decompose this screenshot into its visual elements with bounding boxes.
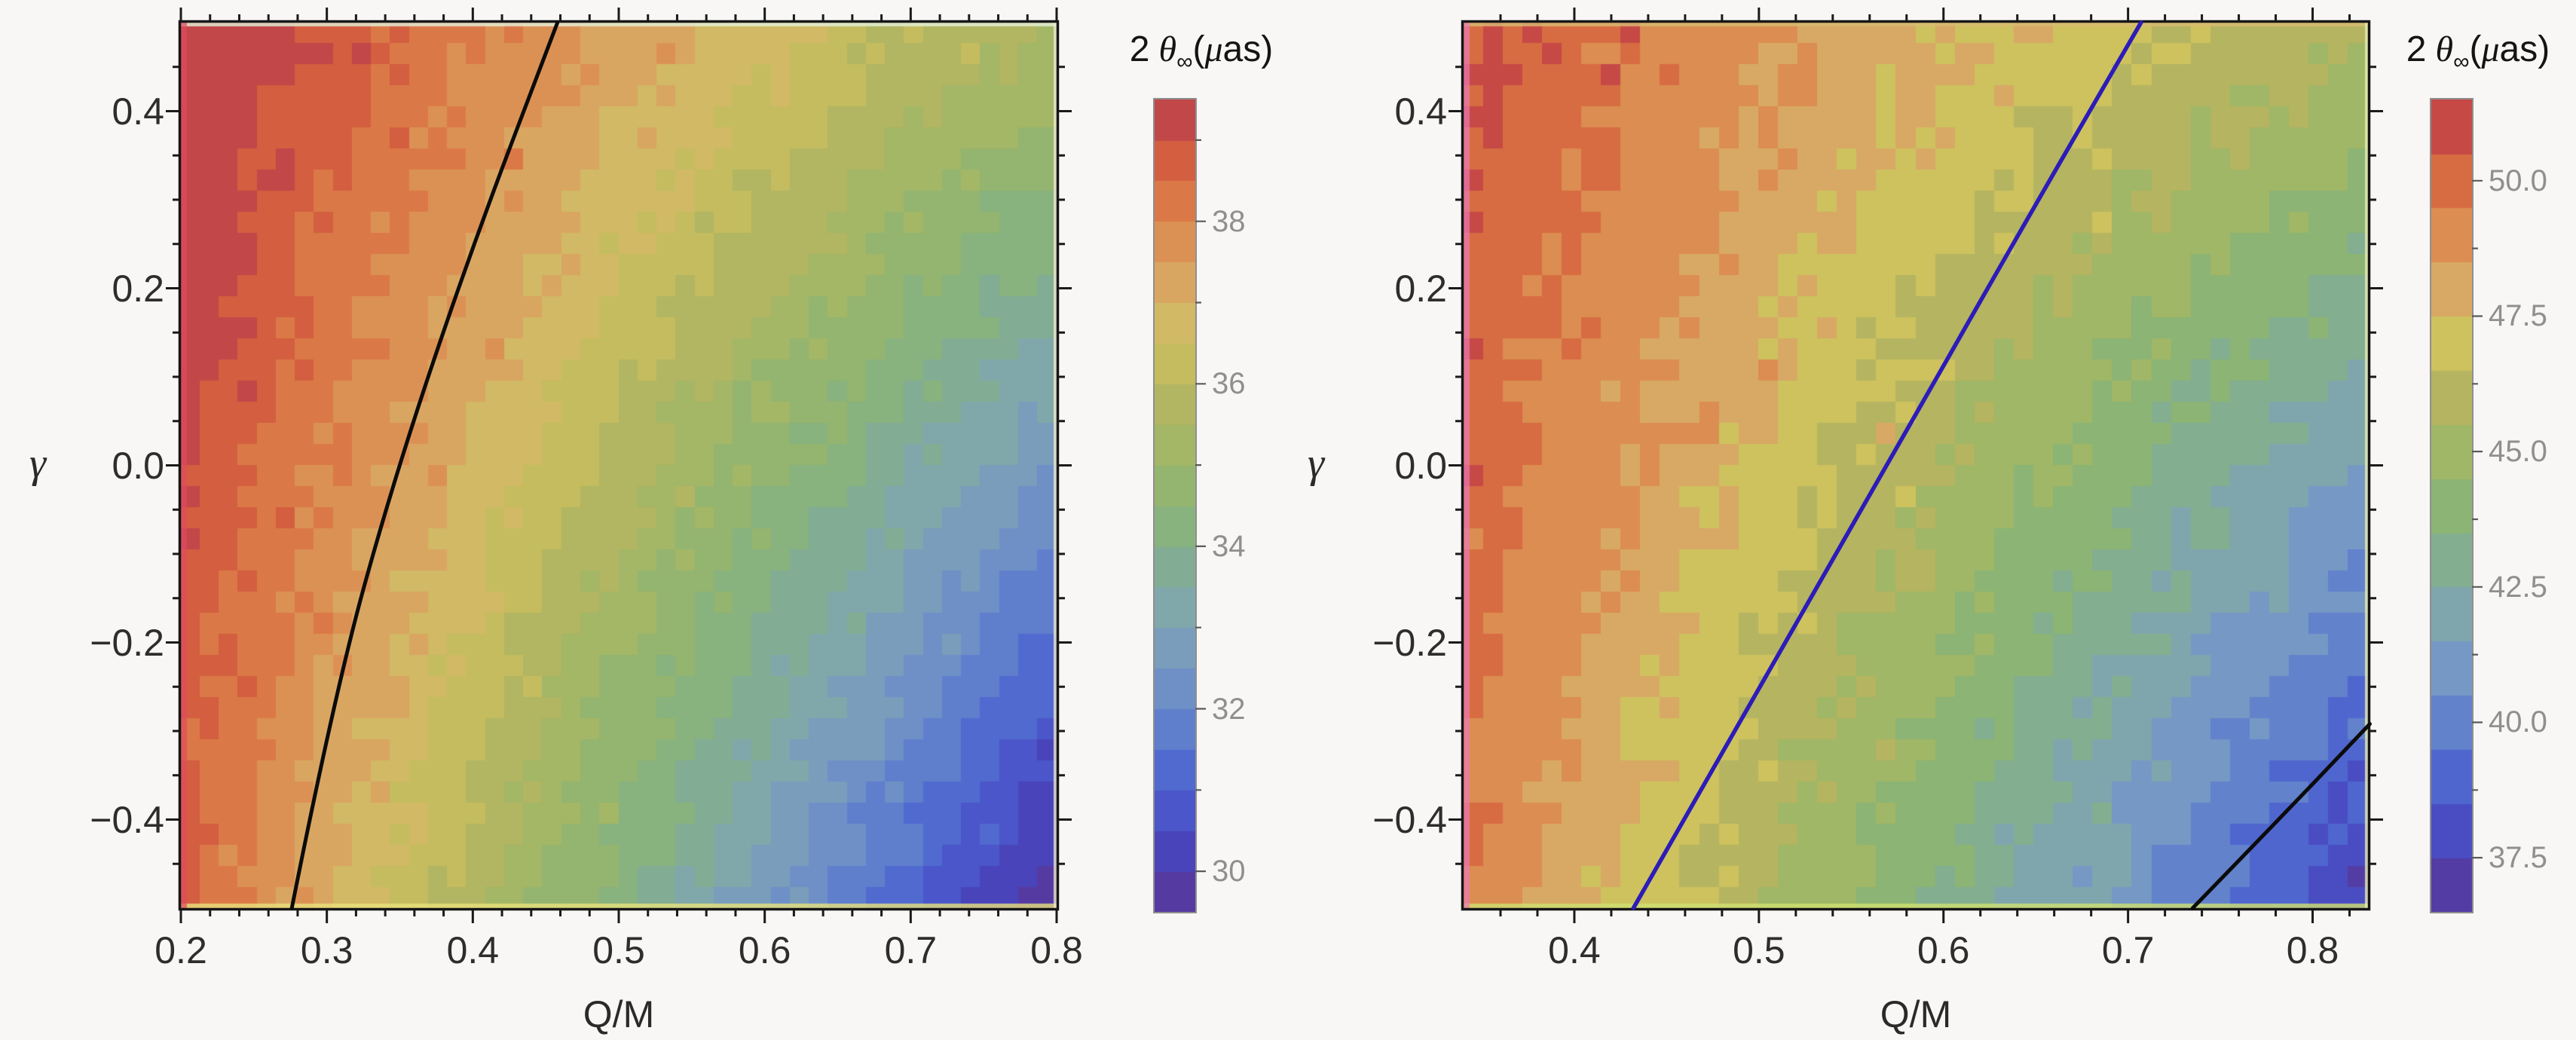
unit-open: ( (2469, 29, 2482, 69)
contour-field-canvas (1464, 23, 2368, 908)
y-axis-title: γ (1307, 440, 1325, 487)
theta-symbol: θ (1158, 29, 1177, 69)
x-tick-label: 0.4 (1548, 929, 1601, 971)
x-tick-label: 0.8 (2286, 929, 2339, 971)
mu-symbol: μ (2481, 29, 2500, 69)
colorbar-left (1153, 98, 1206, 913)
y-tick-label: 0.0 (112, 444, 164, 487)
theta-symbol: θ (2435, 29, 2454, 69)
plot-area-right (1449, 8, 2383, 923)
y-tick-label: 0.0 (1394, 444, 1447, 487)
unit-close: as) (1222, 29, 1274, 69)
x-tick-label: 0.8 (1030, 929, 1083, 971)
y-axis-title: γ (29, 440, 47, 487)
x-tick-label: 0.7 (2101, 929, 2155, 971)
plot-frame-overlay (166, 8, 1072, 923)
plot-frame-overlay (1449, 8, 2383, 923)
colorbar-tick-label: 45.0 (2489, 435, 2547, 469)
y-tick-label: 0.2 (1394, 267, 1447, 310)
colorbar-gradient (1153, 98, 1197, 913)
y-tick-label: −0.4 (90, 798, 164, 841)
x-axis-title: Q/M (583, 993, 655, 1035)
x-tick-label: 0.2 (154, 929, 207, 971)
colorbar-tick-label: 47.5 (2489, 299, 2547, 333)
colorbar-gradient (2430, 98, 2474, 913)
colorbar-tick-label: 36 (1212, 367, 1246, 401)
colorbar-tick-label: 37.5 (2489, 841, 2547, 875)
colorbar-title: 2 θ∞(μas) (1130, 29, 1273, 84)
colorbar-tick-label: 40.0 (2489, 705, 2547, 739)
legend-coef: 2 (2406, 29, 2427, 69)
colorbar-tick-label: 38 (1212, 204, 1246, 238)
y-tick-label: −0.2 (1372, 621, 1447, 664)
y-tick-label: −0.2 (90, 621, 164, 664)
contour-field-canvas (181, 23, 1057, 908)
colorbar-ticks (2472, 179, 2483, 859)
plot-area-left (166, 8, 1072, 923)
infinity-subscript: ∞ (2453, 49, 2470, 75)
colorbar-tick-label: 30 (1212, 855, 1246, 889)
infinity-subscript: ∞ (1176, 49, 1193, 75)
unit-open: ( (1192, 29, 1205, 69)
x-tick-label: 0.5 (592, 929, 645, 971)
x-tick-label: 0.3 (300, 929, 353, 971)
legend-coef: 2 (1129, 29, 1150, 69)
x-tick-label: 0.6 (1917, 929, 1970, 971)
x-tick-label: 0.6 (738, 929, 791, 971)
colorbar-tick-label: 42.5 (2489, 570, 2547, 604)
colorbar-tick-label: 32 (1212, 692, 1246, 726)
colorbar-title: 2 θ∞(μas) (2406, 29, 2550, 84)
colorbar-ticks (1195, 139, 1206, 873)
colorbar-right (2430, 98, 2483, 913)
colorbar-tick-label: 34 (1212, 529, 1246, 563)
y-tick-label: 0.4 (112, 90, 164, 133)
y-tick-label: −0.4 (1372, 798, 1447, 841)
x-tick-label: 0.5 (1733, 929, 1785, 971)
y-tick-label: 0.4 (1394, 90, 1447, 133)
x-axis-title: Q/M (1880, 993, 1952, 1035)
colorbar-tick-label: 50.0 (2489, 164, 2547, 197)
y-tick-label: 0.2 (112, 267, 164, 310)
x-tick-label: 0.7 (884, 929, 938, 971)
unit-close: as) (2499, 29, 2550, 69)
x-tick-label: 0.4 (446, 929, 500, 971)
mu-symbol: μ (1204, 29, 1223, 69)
